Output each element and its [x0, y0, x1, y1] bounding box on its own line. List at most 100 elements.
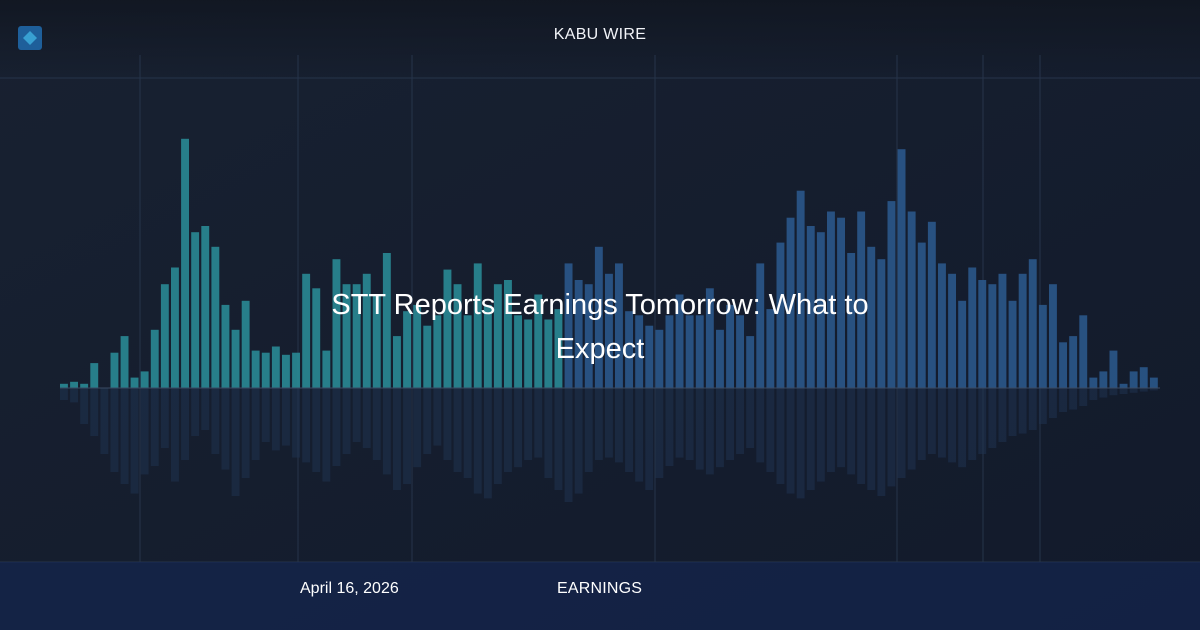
chart-bar-reflection: [978, 388, 987, 454]
chart-bar: [837, 217, 845, 388]
chart-bar: [736, 315, 744, 388]
logo-icon: [18, 26, 42, 50]
chart-bar-reflection: [584, 388, 593, 472]
chart-bar-reflection: [453, 388, 462, 472]
chart-bar: [504, 280, 512, 388]
chart-bar: [60, 383, 68, 388]
chart-bar: [181, 138, 189, 388]
chart-bar: [362, 273, 371, 388]
chart-bar-reflection: [887, 388, 896, 487]
chart-bar-reflection: [342, 388, 351, 454]
chart-bar: [594, 246, 603, 388]
chart-bar: [493, 284, 502, 388]
chart-bar-reflection: [988, 388, 997, 448]
chart-bar-reflection: [816, 388, 825, 482]
chart-bar-reflection: [393, 388, 401, 490]
chart-bar-reflection: [1129, 388, 1138, 393]
chart-bar: [1109, 350, 1118, 388]
chart-bar: [1018, 273, 1027, 388]
chart-bar-reflection: [150, 388, 159, 466]
chart-bar-reflection: [352, 388, 361, 442]
chart-bar-reflection: [705, 388, 714, 475]
chart-bar-reflection: [403, 388, 411, 484]
chart-bar-reflection: [282, 388, 290, 446]
chart-bar: [877, 259, 886, 388]
chart-bar-reflection: [685, 388, 694, 460]
chart-bar-reflection: [736, 388, 744, 454]
chart-bar: [140, 371, 149, 388]
chart-bar: [312, 288, 321, 388]
chart-bar-reflection: [645, 388, 654, 490]
chart-bar: [1099, 371, 1108, 388]
chart-bar: [332, 259, 341, 388]
chart-bar: [443, 269, 452, 388]
brand-label: KABU WIRE: [553, 26, 647, 43]
chart-bar-reflection: [211, 388, 220, 454]
chart-bars: [60, 138, 1158, 502]
chart-bar-reflection: [746, 388, 755, 448]
chart-bar-reflection: [473, 388, 482, 494]
chart-bar-reflection: [948, 388, 956, 463]
chart-bar: [988, 284, 997, 388]
chart-bar-reflection: [221, 388, 230, 470]
chart-bar: [897, 149, 906, 388]
chart-bar-reflection: [1018, 388, 1027, 434]
chart-bar: [806, 226, 815, 388]
chart-bar-reflection: [625, 388, 633, 472]
chart-bar: [938, 263, 946, 388]
chart-bar-reflection: [1119, 388, 1128, 394]
chart-bar: [1149, 377, 1158, 388]
chart-bar-reflection: [857, 388, 866, 484]
chart-bar-reflection: [514, 388, 522, 468]
chart-bar: [463, 315, 472, 388]
chart-bar: [816, 232, 825, 388]
chart-bar: [907, 211, 916, 388]
chart-bar: [251, 350, 260, 388]
chart-bar-reflection: [716, 388, 724, 468]
chart-bar-reflection: [110, 388, 119, 472]
chart-bar: [171, 267, 179, 388]
chart-bar: [998, 273, 1007, 388]
chart-bar: [160, 284, 169, 388]
chart-bar: [483, 304, 492, 388]
chart-bar: [1008, 300, 1017, 388]
chart-bar-reflection: [70, 388, 78, 403]
chart-bar: [695, 315, 704, 388]
chart-bar: [1059, 342, 1067, 388]
top-shade: [0, 0, 1200, 80]
chart-bar-reflection: [302, 388, 311, 463]
chart-bar: [645, 325, 654, 388]
chart-bar: [120, 336, 129, 388]
chart-bar-reflection: [907, 388, 916, 470]
chart-bar-reflection: [483, 388, 492, 499]
chart-bar: [796, 190, 805, 388]
chart-bar: [574, 280, 583, 388]
chart-bar: [665, 315, 674, 388]
chart-bar-reflection: [1109, 388, 1118, 396]
chart-bar: [70, 381, 78, 388]
chart-bar: [917, 242, 926, 388]
chart-bar: [1079, 315, 1088, 388]
chart-bar: [655, 329, 664, 388]
chart-bar: [1089, 377, 1098, 388]
chart-bar-reflection: [554, 388, 563, 490]
chart-bar-reflection: [493, 388, 502, 484]
chart-bar-reflection: [443, 388, 452, 460]
chart-bar: [786, 217, 795, 388]
chart-bar: [766, 309, 775, 388]
chart-bar: [685, 315, 694, 388]
chart-bar: [776, 242, 785, 388]
chart-bar: [393, 336, 401, 388]
chart-bar: [241, 300, 250, 388]
chart-bar: [746, 336, 755, 388]
chart-bar: [857, 211, 866, 388]
chart-bar: [211, 246, 220, 388]
chart-bar-reflection: [463, 388, 472, 478]
chart-bar-reflection: [534, 388, 543, 458]
chart-bar-reflection: [251, 388, 260, 460]
chart-bar-reflection: [605, 388, 613, 458]
chart-bar-reflection: [504, 388, 512, 472]
chart-bar-reflection: [1099, 388, 1108, 398]
chart-bar-reflection: [1149, 388, 1158, 391]
